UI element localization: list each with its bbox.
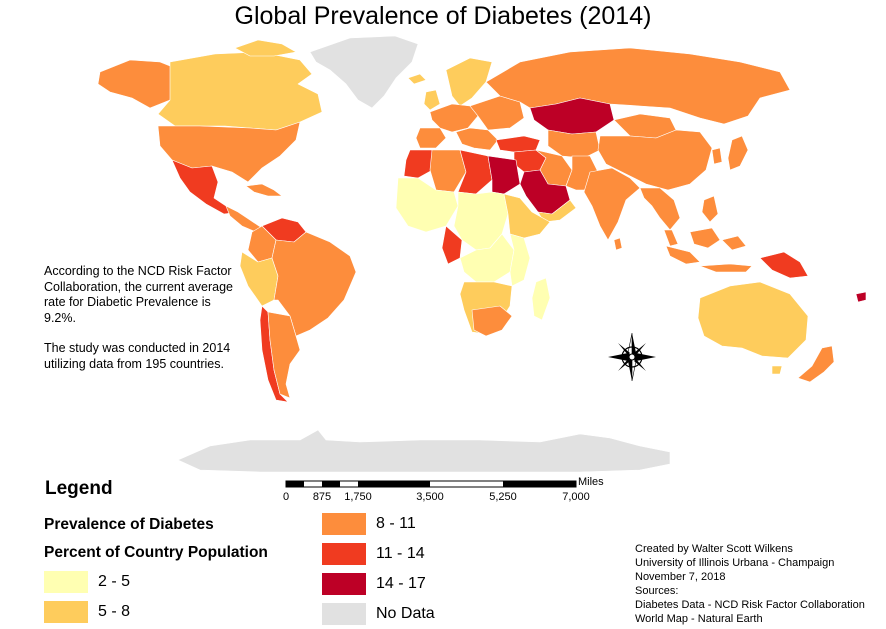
region-greenland	[309, 35, 419, 109]
legend-title: Legend	[45, 478, 113, 499]
scale-unit: Miles	[578, 476, 604, 488]
credits-block: Created by Walter Scott Wilkens Universi…	[635, 542, 865, 626]
info-note: According to the NCD Risk Factor Collabo…	[44, 264, 244, 387]
region-sri-lanka	[613, 237, 623, 251]
region-brazil	[271, 231, 357, 337]
scale-tick-5: 7,000	[562, 491, 590, 503]
region-italy-balkans	[455, 127, 499, 151]
note-paragraph-1: According to the NCD Risk Factor Collabo…	[44, 264, 234, 325]
map-title: Global Prevalence of Diabetes (2014)	[234, 2, 652, 30]
region-scandinavia	[445, 57, 493, 107]
region-central-asia	[547, 129, 601, 159]
region-australia	[697, 281, 809, 359]
legend-item-5-8: 5 - 8	[44, 601, 130, 623]
region-indonesia-2	[689, 227, 721, 249]
region-turkey	[495, 135, 541, 153]
compass-rose-icon	[608, 332, 656, 382]
region-papua	[759, 251, 809, 279]
region-indochina	[639, 187, 681, 231]
region-madagascar	[531, 277, 551, 321]
credit-line: Created by Walter Scott Wilkens	[635, 543, 793, 555]
region-kazakhstan	[529, 97, 615, 135]
region-tasmania	[771, 365, 783, 375]
legend-swatch	[322, 573, 366, 595]
region-eastern-europe	[469, 95, 525, 131]
scale-seg-4	[503, 481, 576, 487]
credit-line: Diabetes Data - NCD Risk Factor Collabor…	[635, 599, 865, 611]
legend-label: 14 - 17	[376, 575, 426, 592]
scale-tick-0: 0	[283, 491, 289, 503]
region-pacific-islands	[855, 291, 867, 303]
region-china	[597, 129, 713, 191]
region-east-africa	[509, 233, 531, 287]
region-canada-islands	[234, 39, 297, 57]
region-south-africa	[471, 305, 513, 337]
scale-tick-4: 5,250	[489, 491, 517, 503]
region-western-europe	[429, 103, 479, 133]
region-indonesia-1	[665, 245, 701, 265]
region-new-zealand	[797, 345, 835, 383]
region-iberia	[415, 127, 447, 149]
scale-seg-1	[286, 481, 304, 487]
region-antarctica	[177, 429, 671, 473]
scale-tick-3: 3,500	[416, 491, 444, 503]
region-argentina	[267, 311, 301, 399]
region-west-africa	[395, 177, 459, 233]
credit-line: November 7, 2018	[635, 571, 726, 583]
region-canada	[157, 51, 323, 131]
legend-swatch	[44, 571, 88, 593]
legend-item-11-14: 11 - 14	[322, 543, 425, 565]
legend-item-2-5: 2 - 5	[44, 571, 130, 593]
region-korea	[711, 147, 723, 165]
legend-label: 11 - 14	[376, 545, 425, 562]
region-india	[583, 167, 641, 241]
note-paragraph-2: The study was conducted in 2014 utilizin…	[44, 341, 231, 371]
region-indonesia-4	[699, 263, 753, 273]
legend-item-8-11: 8 - 11	[322, 513, 416, 535]
region-gulf-guinea	[441, 225, 463, 265]
region-egypt	[487, 155, 521, 195]
legend-label: 5 - 8	[98, 603, 131, 620]
legend-item-14-17: 14 - 17	[322, 573, 426, 595]
region-alaska	[97, 59, 176, 109]
legend-swatch	[322, 513, 366, 535]
region-horn-africa	[503, 193, 551, 239]
legend-subtitle-1: Prevalence of Diabetes	[44, 516, 214, 533]
legend-subtitle-2: Percent of Country Population	[44, 544, 268, 561]
credit-line: University of Illinois Urbana - Champaig…	[635, 557, 835, 569]
region-indonesia-3	[721, 235, 747, 251]
scale-tick-2: 1,750	[344, 491, 372, 503]
region-malay	[663, 229, 679, 247]
credit-line: World Map - Natural Earth	[635, 613, 763, 625]
scale-seg-3	[358, 481, 430, 487]
region-caribbean	[245, 183, 283, 197]
legend-label: 8 - 11	[376, 515, 416, 532]
legend-label: No Data	[376, 605, 435, 622]
legend-label: 2 - 5	[98, 573, 131, 590]
region-uk	[423, 89, 441, 111]
legend-item-no-data: No Data	[322, 603, 435, 625]
region-central-america	[225, 205, 263, 233]
scale-bar: Miles 0 875 1,750 3,500 5,250 7,000	[283, 476, 604, 503]
legend-swatch	[44, 601, 88, 623]
region-philippines	[701, 195, 719, 223]
region-japan	[727, 135, 749, 171]
credit-line: Sources:	[635, 585, 679, 597]
legend-swatch	[322, 603, 366, 625]
region-iceland	[407, 73, 427, 85]
scale-tick-1: 875	[313, 491, 331, 503]
scale-seg-2	[322, 481, 340, 487]
legend-swatch	[322, 543, 366, 565]
